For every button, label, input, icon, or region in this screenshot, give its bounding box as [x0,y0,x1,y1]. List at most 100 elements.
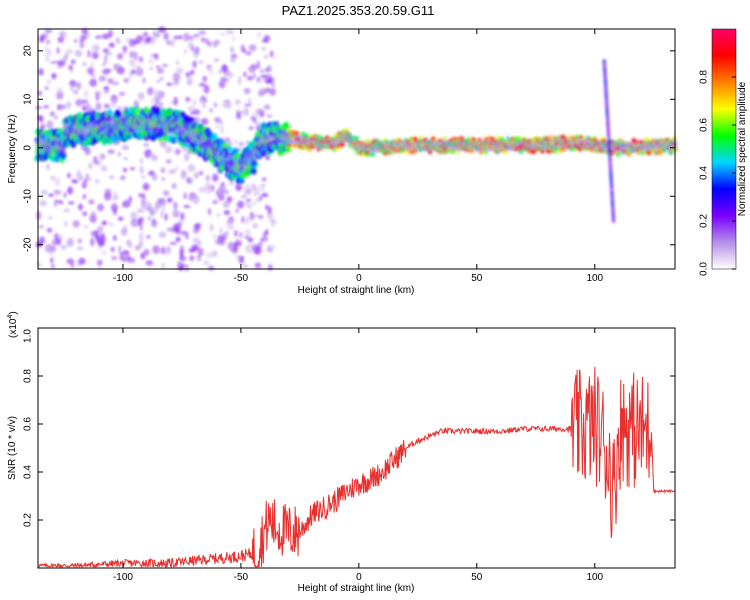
spectrogram-cell [166,197,173,203]
spectrogram-cell [36,211,42,220]
spectrogram-cell [605,113,610,119]
spectrogram-cell [608,167,613,173]
spectrogram-cell [607,144,612,150]
spectrogram-cell [180,230,187,236]
spectrogram-cell [213,102,218,108]
spectrogram-cell [43,47,49,51]
spectrogram-cell [188,196,193,202]
spectrogram-cell [180,212,185,221]
spectrogram-cell [130,211,138,220]
spectrogram-cell [66,238,74,247]
spectrogram-cell [152,245,161,254]
spectrogram-cell [158,231,167,238]
spectrogram-cell [156,79,161,84]
x-tick-label: 0 [356,572,362,583]
spectrogram-cell [552,149,558,154]
spectrogram-cell [160,203,166,213]
spectrogram-cell [227,71,234,79]
spectrogram-cell [67,186,74,195]
spectrogram-cell [121,201,128,208]
spectrogram-cell [605,109,610,115]
spectrogram-cell [38,115,44,123]
spectrogram-cell [606,132,611,138]
spectrogram-cell [110,246,115,252]
spectrogram-cell [191,243,199,251]
y-tick-label: 0.2 [23,513,34,527]
spectrogram-cell [246,75,254,81]
spectrogram-cell [38,68,44,76]
x-tick-label: 100 [586,572,603,583]
spectrogram-cell [76,246,84,251]
y-tick-label: -20 [23,237,34,252]
spectrogram-cell [269,50,274,58]
spectrogram-cell [85,103,91,111]
spectrogram-cell [185,71,191,78]
spectrogram-cell [668,150,674,155]
y-tick-label: 0.8 [23,369,34,383]
snr-series-line [37,366,676,569]
spectrogram-cell [184,263,189,273]
spectrogram-cell [223,78,230,83]
y-tick-label: 0 [23,145,34,151]
spectrogram-cell [58,59,66,67]
spectrogram-cell [157,198,166,202]
spectrogram-cell [166,82,173,86]
spectrogram-cell [91,44,100,53]
spectrogram-cell [214,116,221,123]
spectrogram-cell [241,215,245,224]
spectrogram-cell [81,99,89,104]
spectrogram-cell [146,36,152,41]
spectrogram-cell [226,196,233,203]
spectrogram-cell [246,51,252,56]
spectrogram-cell [171,182,177,190]
spectrogram-cell [50,176,56,180]
spectrogram-cell [141,202,148,207]
spectrogram-cell [202,104,206,108]
spectrogram-cell [83,89,89,98]
spectrogram-cell [602,66,607,72]
spectrogram-cell [147,216,151,221]
spectrogram-cell [111,255,118,261]
snr-y-ticks: 0.2 0.4 0.6 0.8 1.0 [23,327,675,527]
spectrogram-cell [138,240,144,249]
spectrogram-cell [250,185,257,192]
spectrogram-cell [122,45,128,52]
spectrogram-cell [85,173,90,180]
spectrogram-cell [256,60,260,70]
spectrogram-cell [95,93,100,102]
spectrogram-cell [239,141,244,147]
spectrogram-cell [97,225,104,233]
spectrogram-cell [90,238,95,247]
spectrogram-cell [605,121,610,127]
spectrogram-cell [63,192,67,198]
spectrogram-cell [77,169,81,176]
spectrogram-cell [170,136,177,144]
spectrogram-cell [260,46,267,52]
spectrogram-cell [212,234,218,239]
spectrogram-cell [214,238,221,245]
spectrogram-cell [209,223,214,232]
colorbar-ticks: 0.0 0.2 0.4 0.6 0.8 [699,70,736,276]
spectrogram-cell [88,162,93,170]
spectrogram-cell [604,97,609,103]
spectrogram-cell [165,247,172,255]
spectrogram-cell [82,193,87,200]
spectrogram-cell [51,72,57,80]
spectrogram-cell [189,255,195,261]
spectrogram-cell [503,150,509,155]
spectrogram-cell [150,97,155,105]
spectrogram-cell [169,241,178,246]
spectrogram-cell [270,220,276,228]
spectrogram-cell [129,50,134,59]
spectrogram-cell [172,209,180,218]
spectrogram-cell [213,58,220,63]
spectrogram-cell [236,254,242,261]
spectrogram-cell [193,49,199,58]
spectrogram-cell [47,193,55,197]
spectrogram-cell [259,69,265,73]
spectrogram-cell [67,201,75,205]
spectrogram-cell [220,182,225,186]
spectrogram-cell [211,173,219,182]
colorbar-tick-label: 0.4 [699,166,710,180]
